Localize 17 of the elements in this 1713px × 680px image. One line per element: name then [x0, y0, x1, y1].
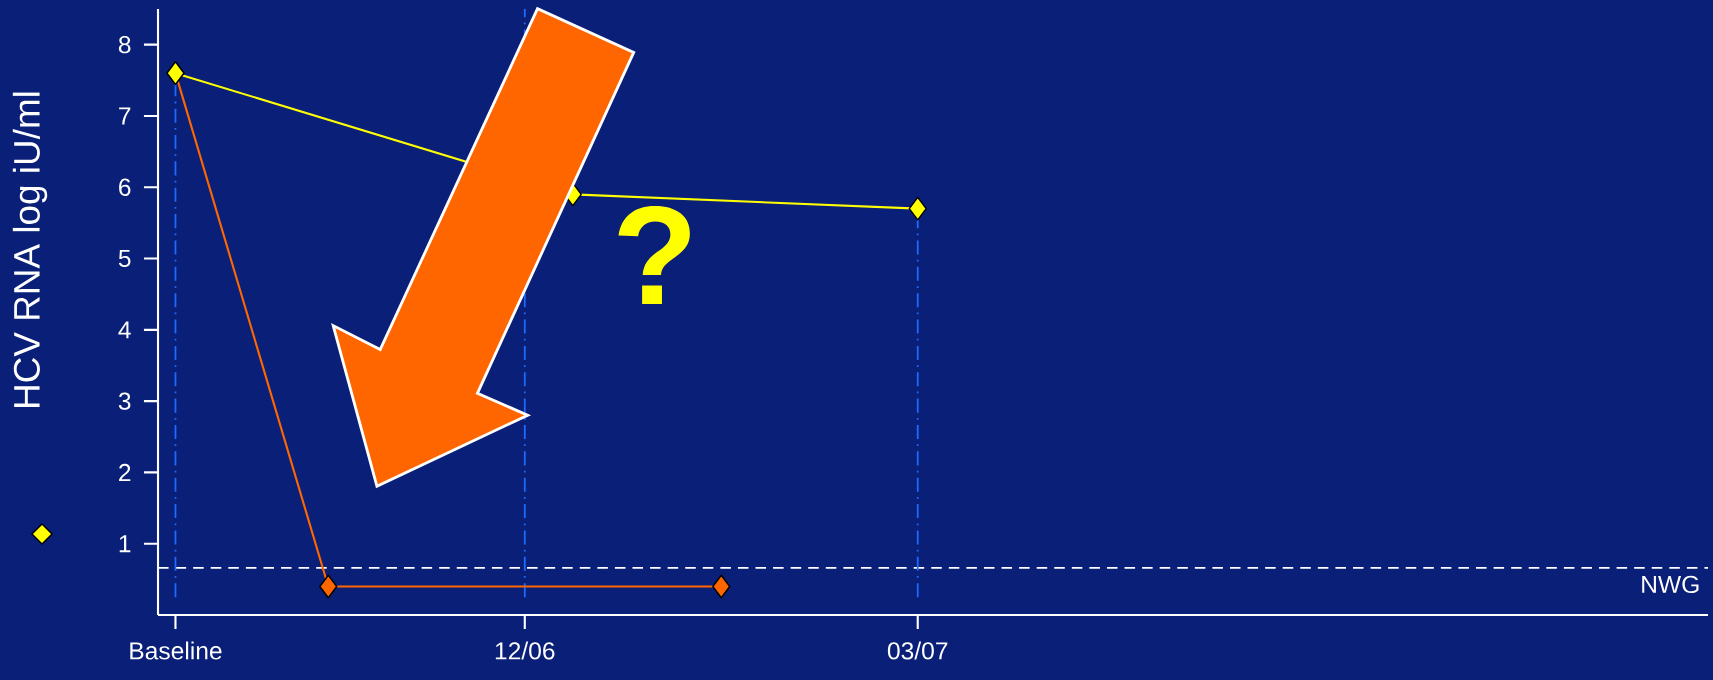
x-tick-label: 03/07 [887, 641, 948, 660]
y-tick-label: 1 [119, 535, 131, 553]
y-tick-label: 6 [119, 178, 131, 196]
y-tick-label: 5 [118, 249, 131, 268]
ref-line-label: NWG [1642, 575, 1699, 594]
y-tick-label: 2 [119, 463, 131, 482]
y-tick-label: 4 [118, 321, 131, 339]
y-tick-label: 8 [118, 35, 131, 54]
x-tick-label: Baseline [130, 641, 222, 660]
y-tick-label: 7 [119, 107, 131, 125]
y-tick-label: 3 [118, 392, 131, 410]
point [319, 574, 338, 599]
y-axis-title: HCV RNA log iU/ml [12, 92, 48, 407]
point [712, 574, 731, 599]
x-tick-label: 12/06 [495, 641, 555, 660]
point [908, 196, 927, 221]
annotation: ? [618, 205, 690, 305]
